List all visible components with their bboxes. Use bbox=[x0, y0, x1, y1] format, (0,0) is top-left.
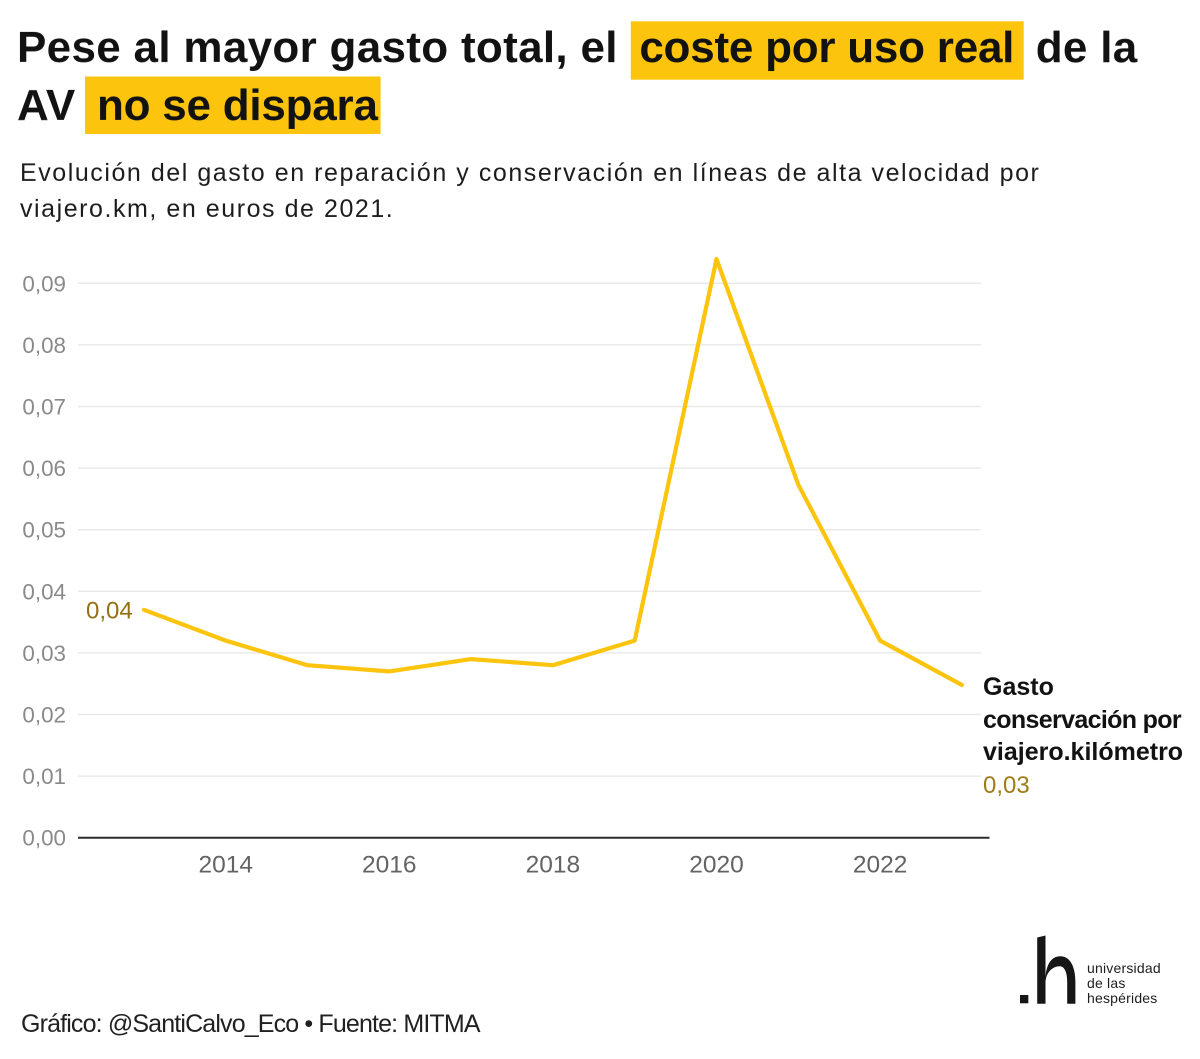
svg-text:2018: 2018 bbox=[526, 851, 581, 878]
svg-text:0,05: 0,05 bbox=[22, 518, 66, 543]
svg-text:0,04: 0,04 bbox=[22, 579, 66, 604]
svg-text:0,09: 0,09 bbox=[22, 271, 66, 296]
svg-text:2016: 2016 bbox=[362, 851, 417, 878]
svg-text:2014: 2014 bbox=[198, 851, 253, 878]
svg-text:0,00: 0,00 bbox=[22, 826, 66, 851]
svg-text:0,03: 0,03 bbox=[22, 641, 66, 666]
svg-text:2022: 2022 bbox=[853, 851, 908, 878]
svg-text:0,07: 0,07 bbox=[22, 395, 66, 420]
svg-text:0,02: 0,02 bbox=[22, 703, 66, 728]
svg-text:2020: 2020 bbox=[689, 851, 744, 878]
svg-text:0,08: 0,08 bbox=[22, 333, 66, 358]
svg-text:0,01: 0,01 bbox=[22, 764, 66, 789]
svg-text:0,04: 0,04 bbox=[86, 598, 133, 625]
svg-text:0,06: 0,06 bbox=[22, 456, 66, 481]
